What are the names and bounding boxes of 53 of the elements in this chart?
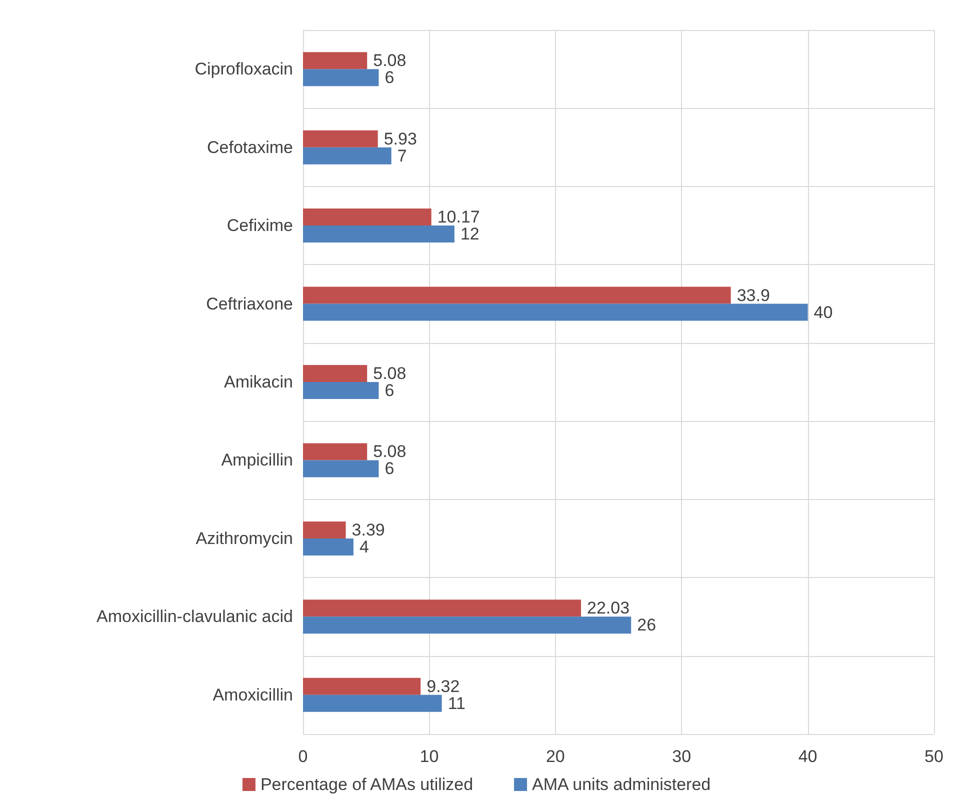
bar xyxy=(303,678,421,695)
bar xyxy=(303,286,731,304)
bar xyxy=(303,694,442,712)
bar xyxy=(303,616,632,634)
data-label: 5.08 xyxy=(373,364,406,383)
bar xyxy=(303,130,378,148)
bar xyxy=(303,600,582,617)
data-label: 40 xyxy=(814,302,833,322)
y-tick-label: Cefotaxime xyxy=(207,138,293,157)
data-label: 26 xyxy=(637,616,656,635)
data-label: 9.32 xyxy=(426,676,460,696)
data-label: 6 xyxy=(384,459,394,478)
y-tick-label: Azithromycin xyxy=(196,528,293,548)
data-label: 11 xyxy=(448,694,466,713)
bar xyxy=(303,226,454,243)
data-label: 7 xyxy=(397,146,407,166)
bar xyxy=(303,382,379,399)
data-label: 12 xyxy=(460,224,480,244)
data-label: 10.17 xyxy=(437,208,480,227)
bar xyxy=(303,460,379,478)
x-tick-label: 50 xyxy=(924,747,944,766)
legend-label: AMA units administered xyxy=(532,775,711,794)
data-label: 5.93 xyxy=(384,129,417,148)
y-tick-label: Amikacin xyxy=(224,372,293,392)
bar xyxy=(303,538,354,556)
x-tick-label: 20 xyxy=(546,747,565,766)
bar xyxy=(303,304,808,321)
bar xyxy=(303,443,368,460)
y-tick-label: Ampicillin xyxy=(221,450,293,470)
data-label: 22.03 xyxy=(587,598,630,618)
y-tick-label: Ciprofloxacin xyxy=(194,60,293,79)
data-label: 4 xyxy=(359,537,369,556)
data-label: 33.9 xyxy=(736,286,770,305)
y-tick-label: Amoxicillin xyxy=(212,685,293,704)
data-label: 5.08 xyxy=(373,51,406,70)
data-label: 6 xyxy=(384,381,394,400)
y-tick-label: Amoxicillin-clavulanic acid xyxy=(96,607,293,626)
bar xyxy=(303,365,368,382)
bar xyxy=(303,521,346,538)
y-tick-label: Ceftriaxone xyxy=(206,294,293,314)
bar xyxy=(303,52,368,70)
x-tick-label: 40 xyxy=(798,747,818,766)
bar xyxy=(303,208,432,226)
y-tick-label: Cefixime xyxy=(226,216,293,236)
data-label: 3.39 xyxy=(352,520,385,540)
x-tick-label: 0 xyxy=(298,747,308,766)
legend-label: Percentage of AMAs utilized xyxy=(260,775,474,794)
bar xyxy=(303,147,392,164)
bar xyxy=(303,69,379,86)
x-tick-label: 30 xyxy=(672,747,692,766)
x-tick-label: 10 xyxy=(420,747,439,766)
data-label: 5.08 xyxy=(373,442,406,462)
data-label: 6 xyxy=(384,68,394,88)
